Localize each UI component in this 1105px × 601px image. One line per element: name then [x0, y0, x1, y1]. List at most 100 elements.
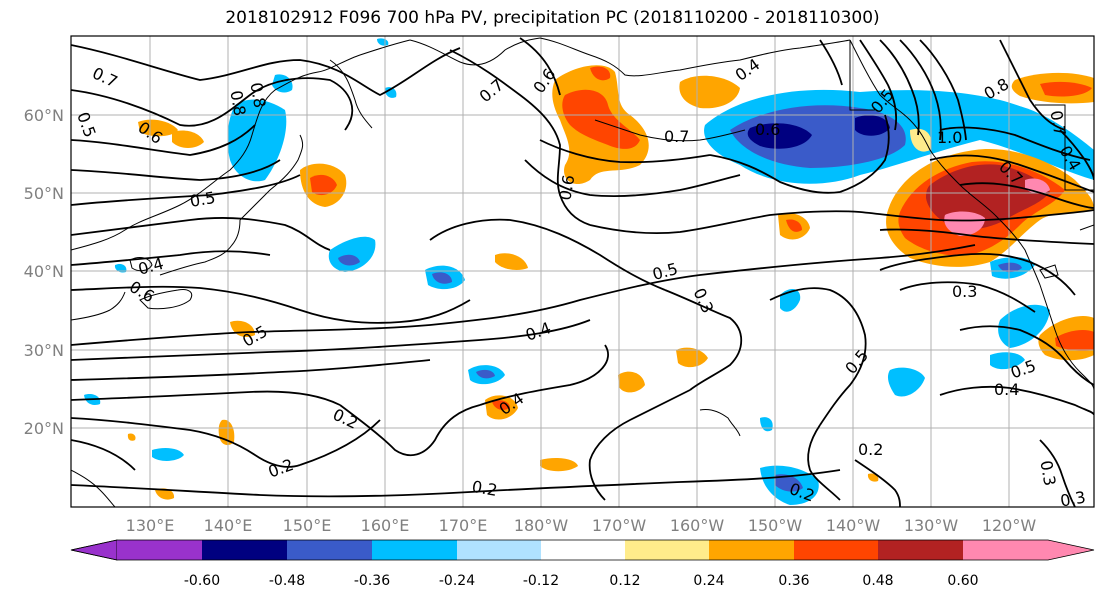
contour-label: 1.0 [937, 128, 962, 147]
precipitation-shading [84, 38, 1094, 505]
negative-region [152, 447, 184, 461]
colorbar-segment [372, 540, 457, 560]
positive-region [562, 89, 640, 149]
lon-tick-label: 150°W [748, 516, 803, 535]
negative-region [855, 115, 890, 136]
colorbar-tick-label: -0.60 [184, 573, 220, 589]
colorbar-segment [541, 540, 625, 560]
colorbar-segment [794, 540, 878, 560]
colorbar-segment [878, 540, 963, 560]
lat-axis: 60°N 50°N 40°N 30°N 20°N [24, 106, 64, 438]
positive-region [944, 211, 985, 236]
lon-tick-label: 130°E [126, 516, 175, 535]
pv-contours [71, 37, 1094, 507]
lon-axis: 130°E 140°E 150°E 160°E 170°E 180°W 170°… [126, 516, 1037, 535]
contour-label: 0.7 [1046, 109, 1069, 137]
lat-tick-label: 40°N [24, 262, 64, 281]
lon-tick-label: 160°W [670, 516, 725, 535]
contour-label: 0.8 [226, 89, 249, 117]
colorbar-outline [70, 539, 1095, 561]
contour-label: 0.3 [952, 282, 977, 301]
positive-region [1040, 81, 1092, 97]
colorbar-segment [963, 540, 1048, 560]
negative-region [998, 262, 1022, 273]
positive-region [676, 347, 708, 368]
map-frame [70, 35, 1095, 508]
contour-label: 0.2 [858, 440, 883, 459]
lon-tick-label: 170°W [592, 516, 647, 535]
lon-tick-label: 150°E [283, 516, 332, 535]
contour-label: 0.2 [470, 477, 498, 500]
lon-tick-label: 130°W [904, 516, 959, 535]
map-title: 2018102912 F096 700 hPa PV, precipitatio… [225, 8, 880, 28]
lat-tick-label: 50°N [24, 184, 64, 203]
lon-tick-label: 140°E [204, 516, 253, 535]
colorbar-segment [202, 540, 287, 560]
positive-region [310, 174, 337, 196]
positive-region [786, 219, 802, 232]
contour-label: 0.3 [1059, 487, 1087, 510]
colorbar-segment [117, 540, 202, 560]
negative-region [476, 369, 495, 379]
negative-region [377, 38, 389, 46]
colorbar-tick-label: 0.60 [947, 573, 978, 589]
lon-tick-label: 170°E [439, 516, 488, 535]
positive-region [618, 371, 645, 393]
negative-region [1010, 105, 1094, 178]
negative-region [432, 272, 452, 284]
contour-label: 0.4 [994, 380, 1019, 399]
positive-region [590, 66, 611, 81]
negative-region [780, 288, 801, 312]
colorbar-labels: -0.60 -0.48 -0.36 -0.24 -0.12 0.12 0.24 … [184, 573, 979, 589]
positive-region [127, 433, 136, 441]
colorbar-min-extension [70, 539, 118, 561]
colorbar-tick-label: -0.24 [439, 573, 475, 589]
positive-region [172, 130, 204, 148]
negative-region [338, 254, 360, 266]
contour-label: 0.3 [1036, 459, 1059, 487]
lon-tick-label: 140°W [826, 516, 881, 535]
colorbar-segment [709, 540, 794, 560]
negative-region [747, 123, 812, 149]
contour-label: 0.7 [664, 127, 689, 146]
lon-tick-label: 160°E [361, 516, 410, 535]
lon-tick-label: 180°W [514, 516, 569, 535]
colorbar-max-extension [1048, 540, 1094, 560]
colorbar-tick-label: -0.36 [354, 573, 390, 589]
colorbar-tick-label: 0.48 [862, 573, 893, 589]
negative-region [887, 367, 925, 397]
contour-label: 0.6 [755, 120, 780, 139]
colorbar-segment [287, 540, 372, 560]
contour-label: 0.5 [188, 188, 216, 211]
positive-region [679, 75, 740, 109]
negative-region [114, 263, 127, 273]
colorbar-tick-label: -0.12 [523, 573, 559, 589]
negative-region [227, 99, 287, 182]
colorbar-segment [457, 540, 541, 560]
positive-region [540, 458, 578, 472]
positive-region [910, 128, 932, 152]
positive-region [492, 400, 510, 410]
lat-tick-label: 20°N [24, 419, 64, 438]
colorbar-tick-label: 0.12 [609, 573, 640, 589]
positive-region [155, 488, 175, 500]
positive-region [138, 119, 178, 137]
positive-region [1055, 330, 1094, 351]
colorbar-segment [625, 540, 709, 560]
contour-label: 0.6 [555, 173, 578, 201]
colorbar: -0.60 -0.48 -0.36 -0.24 -0.12 0.12 0.24 … [70, 539, 1095, 589]
contour-label: 0.8 [246, 81, 269, 109]
colorbar-tick-label: -0.48 [269, 573, 305, 589]
negative-region [775, 474, 803, 492]
lon-tick-label: 120°W [982, 516, 1037, 535]
colorbar-tick-label: 0.24 [693, 573, 724, 589]
lat-tick-label: 60°N [24, 106, 64, 125]
colorbar-tick-label: 0.36 [778, 573, 809, 589]
negative-region [990, 352, 1025, 370]
positive-region [867, 473, 879, 482]
lat-tick-label: 30°N [24, 341, 64, 360]
positive-region [495, 253, 528, 270]
negative-region [998, 304, 1050, 348]
coastlines [71, 36, 1094, 507]
